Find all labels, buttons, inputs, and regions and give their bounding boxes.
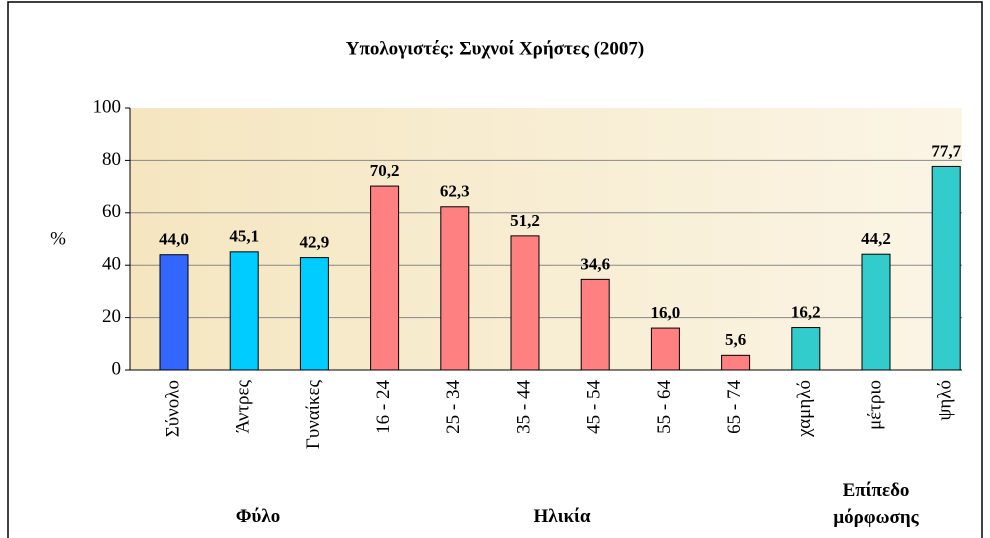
value-label: 77,7 <box>931 141 961 160</box>
bar <box>370 185 400 371</box>
group-label: Φύλο <box>235 506 281 527</box>
x-tick-label: 16 - 24 <box>373 380 394 434</box>
y-tick-label: 40 <box>102 254 121 275</box>
bar <box>510 235 540 371</box>
plot-area <box>130 108 962 370</box>
value-label: 45,1 <box>229 227 259 246</box>
x-tick-label: Άντρες <box>233 380 254 434</box>
value-label: 62,3 <box>440 182 470 201</box>
y-tick-label: 100 <box>93 96 122 117</box>
bar <box>861 253 891 371</box>
bar <box>721 354 751 371</box>
bar <box>580 278 610 371</box>
group-label: Ηλικία <box>533 506 591 527</box>
x-tick-label: Γυναίκες <box>303 380 324 450</box>
bar <box>650 327 680 371</box>
bar <box>159 254 189 371</box>
x-tick-label: 35 - 44 <box>513 380 534 434</box>
value-label: 42,9 <box>300 233 330 252</box>
group-label: Επίπεδο μόρφωσης <box>833 480 919 528</box>
bar <box>229 251 259 371</box>
value-label: 70,2 <box>370 161 400 180</box>
value-label: 44,2 <box>861 229 891 248</box>
x-tick-label: 25 - 34 <box>443 380 464 434</box>
y-axis-label: % <box>50 228 66 249</box>
y-tick-label: 60 <box>102 201 121 222</box>
value-label: 16,2 <box>791 302 821 321</box>
x-tick-label: μέτριο <box>864 380 885 430</box>
value-label: 51,2 <box>510 211 540 230</box>
x-tick-label: 55 - 64 <box>654 380 675 434</box>
chart-title: Υπολογιστές: Συχνοί Χρήστες (2007) <box>346 38 645 59</box>
value-label: 5,6 <box>725 330 746 349</box>
x-tick-label: 65 - 74 <box>724 380 745 434</box>
value-label: 44,0 <box>159 230 189 249</box>
bar <box>791 327 821 371</box>
x-tick-label: ψηλό <box>935 380 956 421</box>
value-label: 16,0 <box>651 303 681 322</box>
y-tick-label: 0 <box>112 358 122 379</box>
y-tick-label: 80 <box>102 149 121 170</box>
y-tick-label: 20 <box>102 306 121 327</box>
value-label: 34,6 <box>580 254 610 273</box>
x-tick-label: 45 - 54 <box>584 380 605 434</box>
x-tick-label: Σύνολο <box>162 380 183 437</box>
bar <box>299 257 329 371</box>
x-tick-label: χαμηλό <box>794 380 815 438</box>
bar <box>931 165 961 371</box>
bar <box>440 206 470 371</box>
